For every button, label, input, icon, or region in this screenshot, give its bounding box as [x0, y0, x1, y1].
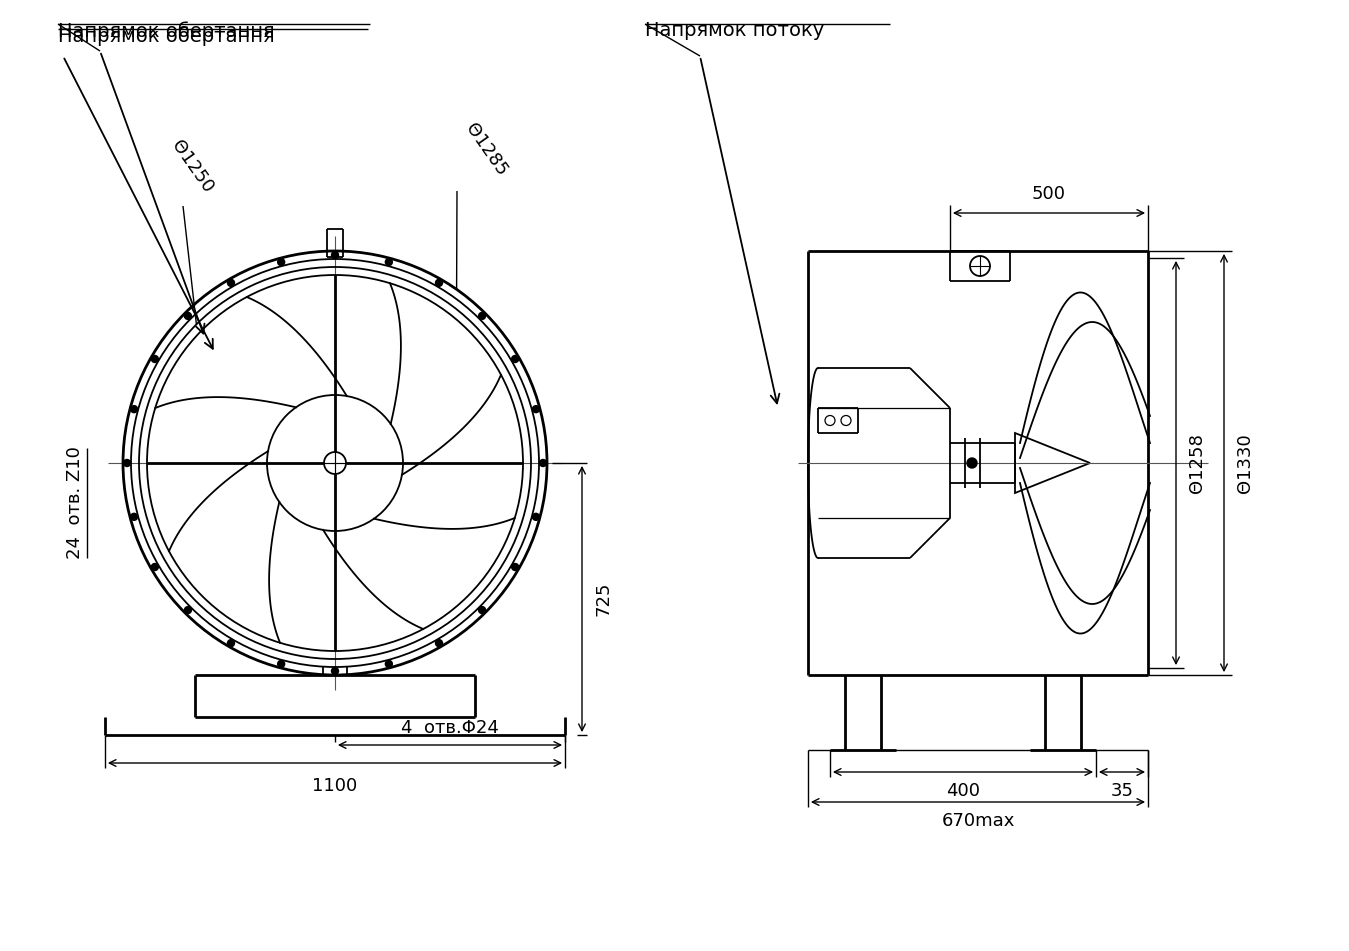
Text: Θ1330: Θ1330 — [1236, 433, 1255, 493]
Circle shape — [436, 640, 442, 647]
Circle shape — [151, 564, 158, 571]
Circle shape — [278, 660, 285, 668]
Circle shape — [124, 459, 131, 467]
Text: Θ1285: Θ1285 — [461, 120, 511, 179]
Circle shape — [436, 280, 442, 286]
Circle shape — [533, 514, 540, 520]
Text: 725: 725 — [595, 582, 612, 616]
Circle shape — [511, 564, 518, 571]
Text: 670max: 670max — [942, 812, 1014, 830]
Circle shape — [228, 280, 235, 286]
Text: 500: 500 — [1032, 185, 1066, 203]
Circle shape — [386, 660, 393, 668]
Circle shape — [185, 607, 192, 613]
Circle shape — [151, 356, 158, 362]
Circle shape — [185, 313, 192, 320]
Circle shape — [386, 259, 393, 265]
Text: 24  отв. Ζ10: 24 отв. Ζ10 — [66, 447, 84, 559]
Circle shape — [540, 459, 546, 467]
Circle shape — [278, 259, 285, 265]
Circle shape — [479, 607, 486, 613]
Circle shape — [967, 458, 977, 468]
Text: Напрямок обертання: Напрямок обертання — [58, 26, 275, 46]
Circle shape — [533, 406, 540, 413]
Circle shape — [332, 251, 339, 259]
Text: 1100: 1100 — [313, 777, 357, 795]
Text: Напрямок обертання: Напрямок обертання — [58, 21, 275, 41]
Circle shape — [131, 406, 138, 413]
Text: 35: 35 — [1110, 782, 1133, 800]
Circle shape — [131, 514, 138, 520]
Circle shape — [228, 640, 235, 647]
Text: Θ1250: Θ1250 — [169, 137, 217, 196]
Text: 400: 400 — [946, 782, 979, 800]
Text: Θ1258: Θ1258 — [1188, 433, 1206, 493]
Text: Напрямок потоку: Напрямок потоку — [645, 21, 824, 40]
Circle shape — [511, 356, 518, 362]
Circle shape — [332, 668, 339, 674]
Circle shape — [479, 313, 486, 320]
Text: 4  отв.Φ24: 4 отв.Φ24 — [401, 719, 499, 737]
